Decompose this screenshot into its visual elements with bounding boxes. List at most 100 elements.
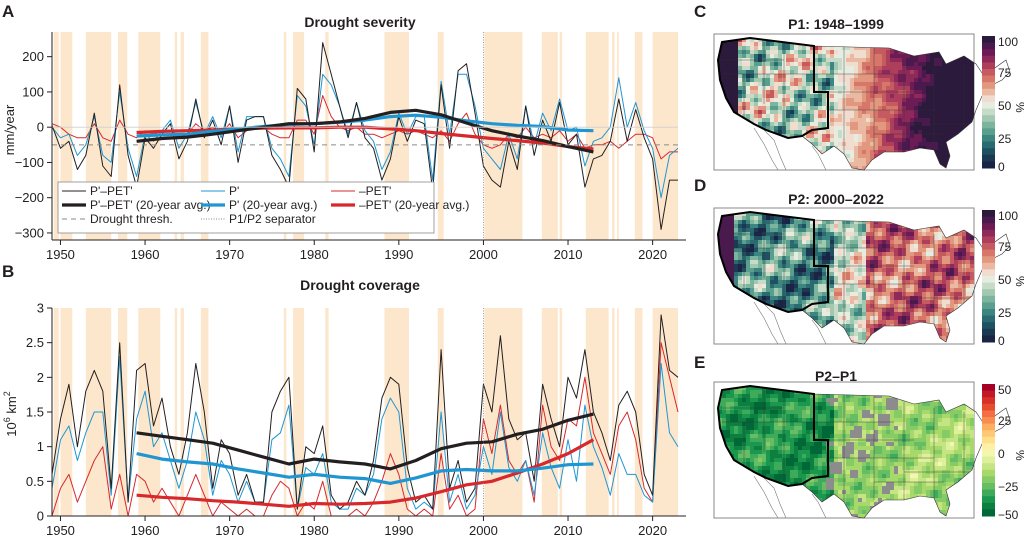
colorbar-segment (982, 42, 995, 50)
colorbar-segment (982, 315, 995, 323)
x-tick-label: 2000 (469, 523, 498, 538)
axes: 1950 1960 1970 1980 1990 2000 2010 2020 0 0.5 1 1.5… (26, 301, 686, 538)
legend-label-p: P' (229, 184, 239, 198)
colorbar-segment (982, 289, 995, 297)
drought-band (138, 308, 161, 516)
y-tick-label: 1 (37, 439, 44, 454)
map-e-difference: 50 25 0 −25 −50% (713, 381, 1024, 522)
colorbar-segment (982, 148, 995, 156)
x-tick-label: 1960 (131, 247, 160, 262)
panel-label-e: E (694, 353, 706, 372)
colorbar-segment (982, 502, 995, 510)
colorbar-segment (982, 256, 995, 264)
legend-label-p-avg: P' (20-year avg.) (229, 198, 317, 212)
colorbar-segment (982, 236, 995, 244)
axes: 1950 1960 1970 1980 1990 2000 2010 2020−300−200… (15, 32, 686, 262)
ylabel-unit-exp: 2 (2, 391, 12, 396)
colorbar-segment (982, 436, 995, 444)
x-tick-label: 1970 (215, 247, 244, 262)
colorbar-segment (982, 403, 995, 411)
panel-label-c: C (694, 2, 707, 21)
colorbar-segment (982, 135, 995, 143)
drought-band (541, 32, 558, 240)
ylabel-exp: 6 (2, 417, 12, 422)
drought-band (437, 32, 444, 240)
colorbar-segment (982, 161, 995, 169)
colorbar-segment (982, 384, 995, 392)
map-c-p1: 100 75 50 25 0% (713, 33, 1024, 174)
colorbar-segment (982, 509, 995, 517)
drought-band (60, 32, 73, 240)
colorbar-tick-label: 50 (998, 383, 1012, 397)
drought-band (634, 32, 643, 240)
colorbar-segment (982, 88, 995, 96)
colorbar-segment (982, 302, 995, 310)
colorbar-segment (982, 450, 995, 458)
drought-band (617, 32, 619, 240)
series-p-avg (136, 113, 594, 138)
colorbar-segment (982, 397, 995, 405)
western-us-outline (716, 210, 829, 314)
y-tick-label: −200 (15, 190, 44, 205)
colorbar-segment (982, 282, 995, 290)
coastline (753, 299, 827, 345)
y-tick-label: 0 (37, 509, 44, 524)
legend-label-ppet-avg: P'–PET' (20-year avg.) (90, 198, 211, 212)
ylabel-base: 10 (4, 422, 19, 436)
colorbar-segment (982, 210, 995, 218)
colorbar-segment (982, 262, 995, 270)
drought-band (117, 32, 128, 240)
colorbar-label: % (1013, 450, 1024, 461)
y-tick-label: 2 (37, 370, 44, 385)
colorbar-segment (982, 410, 995, 418)
x-tick-label: 1990 (384, 523, 413, 538)
y-tick-label: 3 (37, 301, 44, 316)
y-tick-label: −100 (15, 155, 44, 170)
colorbar-tick-label: 0 (998, 447, 1005, 461)
colorbar-tick-label: 50 (998, 99, 1012, 113)
colorbar-segment (982, 36, 995, 44)
colorbar-segment (982, 102, 995, 110)
colorbar-segment (982, 223, 995, 231)
coastline (753, 125, 827, 171)
y-tick-label: 1.5 (26, 405, 44, 420)
colorbar-segment (982, 243, 995, 251)
colorbar-segment (982, 489, 995, 497)
y-tick-label: 100 (22, 84, 44, 99)
colorbar-tick-label: 25 (998, 306, 1012, 320)
drought-band (612, 32, 615, 240)
drought-band (559, 308, 563, 516)
colorbar-segment (982, 108, 995, 116)
colorbar-tick-label: 100 (998, 35, 1018, 49)
colorbar-segment (982, 423, 995, 431)
map-frame (713, 207, 1011, 345)
legend-label-sep: P1/P2 separator (229, 212, 316, 226)
colorbar-segment (982, 295, 995, 303)
series-pet-avg (136, 438, 595, 508)
colorbar-label: % (1013, 102, 1024, 113)
panel-label-b: B (2, 262, 15, 281)
x-tick-label: 1970 (215, 523, 244, 538)
series-p-avg (136, 452, 594, 485)
colorbar: 100 75 50 25 0% (982, 35, 1024, 174)
series-ppet (51, 42, 678, 230)
colorbar-tick-label: 100 (998, 209, 1018, 223)
colorbar-segment (982, 49, 995, 57)
colorbar-segment (982, 456, 995, 464)
colorbar-segment (982, 430, 995, 438)
drought-band (293, 32, 305, 240)
drought-band (612, 308, 615, 516)
x-tick-label: 2010 (554, 247, 583, 262)
colorbar-segment (982, 309, 995, 317)
map-d-p2: 100 75 50 25 0% (713, 207, 1024, 348)
drought-band (53, 308, 59, 516)
chart-a-ylabel: mm/year (2, 104, 17, 155)
colorbar-segment (982, 269, 995, 277)
colorbar-segment (982, 276, 995, 284)
colorbar-segment (982, 417, 995, 425)
legend-label-pet-avg: –PET' (20-year avg.) (359, 198, 469, 212)
colorbar-tick-label: 0 (998, 160, 1005, 174)
colorbar-segment (982, 82, 995, 90)
x-tick-label: 2010 (554, 523, 583, 538)
colorbar-segment (982, 463, 995, 471)
